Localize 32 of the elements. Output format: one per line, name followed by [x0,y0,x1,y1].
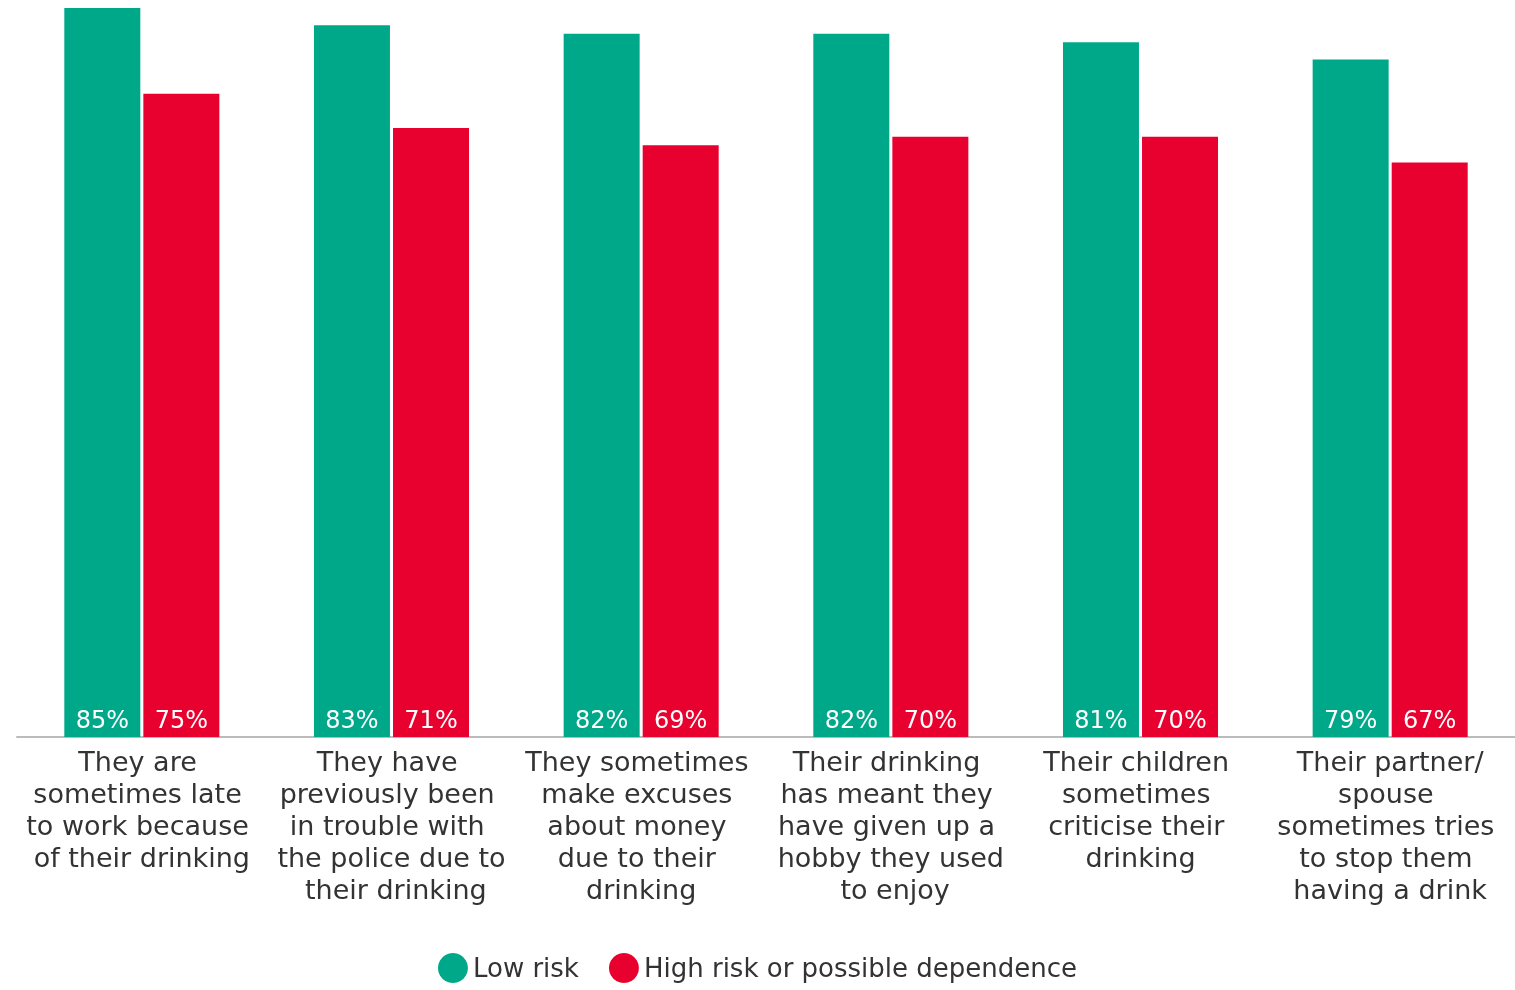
data-label: 82% [574,706,629,734]
bar [563,33,640,737]
x-tick-label: They sometimes make excuses about money due to their drinking [524,745,758,905]
bar [642,145,719,737]
bar [64,8,141,737]
bar [892,136,969,737]
bar [1142,136,1219,737]
data-label: 70% [903,706,958,734]
data-label: 81% [1074,706,1128,734]
bar [1391,162,1468,737]
data-label: 85% [75,706,129,734]
bar [143,93,220,737]
x-tick-label: They have previously been in trouble with the police due to their drinking [277,745,506,905]
bar [1312,59,1389,737]
legend-label: High risk or possible dependence [643,953,1078,983]
data-label: 71% [404,706,458,734]
x-tick-label: Their partner/spouse sometimes tries to stop them having a drink [1277,745,1503,905]
bar [393,128,470,737]
data-label: 79% [1323,706,1378,734]
data-label: 82% [824,706,878,734]
x-tick-label: They are sometimes late to work because of their drinking [26,745,258,873]
bar [313,25,390,737]
bar [813,33,890,737]
data-label: 70% [1153,706,1207,734]
legend-label: Low risk [472,953,579,983]
data-label: 69% [654,706,708,734]
x-tick-label: Their children sometimes criticise their drinking [1042,745,1238,873]
data-label: 75% [154,706,209,734]
bar [1062,42,1139,737]
data-label: 67% [1403,706,1457,734]
data-label: 83% [325,706,379,734]
x-tick-label: Their drinking has meant they have given up a hobby they used to enjoy [777,745,1004,905]
